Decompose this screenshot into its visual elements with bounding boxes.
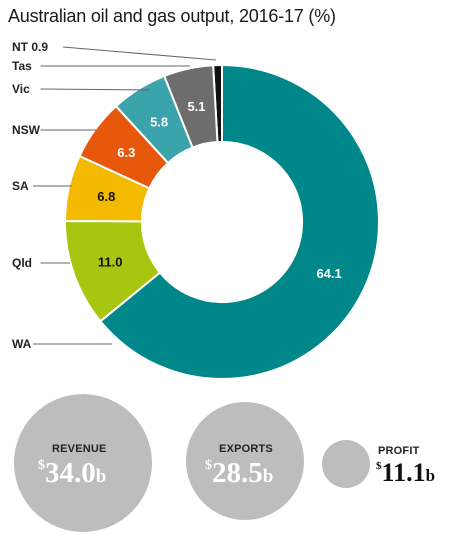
legend-label-0: NT 0.9 (12, 40, 48, 54)
slice-value-labels: 0.95.15.86.36.811.064.1 (97, 99, 341, 281)
profit-number: 11.1 (381, 458, 426, 487)
slice-value-vic: 5.1 (187, 99, 205, 114)
legend-label-6: WA (12, 337, 32, 351)
profit-currency: $ (376, 460, 382, 472)
revenue-value: $34.0b (38, 457, 106, 490)
slice-value-nsw: 5.8 (150, 115, 168, 130)
slice-value-main: 64.1 (316, 266, 341, 281)
slice-value-qld: 6.8 (97, 189, 115, 204)
profit-bubble (322, 440, 370, 488)
exports-bubble (186, 402, 304, 520)
legend-label-5: Qld (12, 256, 32, 270)
legend-label-4: SA (12, 179, 29, 193)
revenue-label: REVENUE (52, 443, 107, 455)
revenue-number: 34.0 (45, 457, 96, 489)
leader-line-2 (40, 88, 151, 91)
slice-value-wa: 11.0 (98, 254, 123, 269)
revenue-suffix: b (95, 466, 107, 487)
legend-label-1: Tas (12, 59, 32, 73)
profit-label: PROFIT (378, 445, 420, 457)
legend-label-2: Vic (12, 82, 30, 96)
donut-slice-main (98, 63, 380, 380)
revenue-bubble (14, 394, 152, 532)
chart-title: Australian oil and gas output, 2016-17 (… (8, 6, 336, 26)
donut-slices (63, 63, 380, 380)
leader-line-0 (62, 46, 217, 61)
exports-suffix: b (262, 466, 274, 487)
profit-suffix: b (425, 466, 436, 485)
legend-label-3: NSW (12, 123, 41, 137)
label-leaders: NT 0.9 Tas Vic NSW SA Qld WA (12, 40, 217, 351)
exports-label: EXPORTS (219, 443, 273, 455)
profit-value: $11.1b (376, 458, 435, 488)
revenue-currency: $ (38, 458, 45, 473)
exports-number: 28.5 (212, 457, 263, 489)
exports-currency: $ (205, 458, 212, 473)
slice-value-sa: 6.3 (117, 145, 135, 160)
exports-value: $28.5b (205, 457, 273, 490)
